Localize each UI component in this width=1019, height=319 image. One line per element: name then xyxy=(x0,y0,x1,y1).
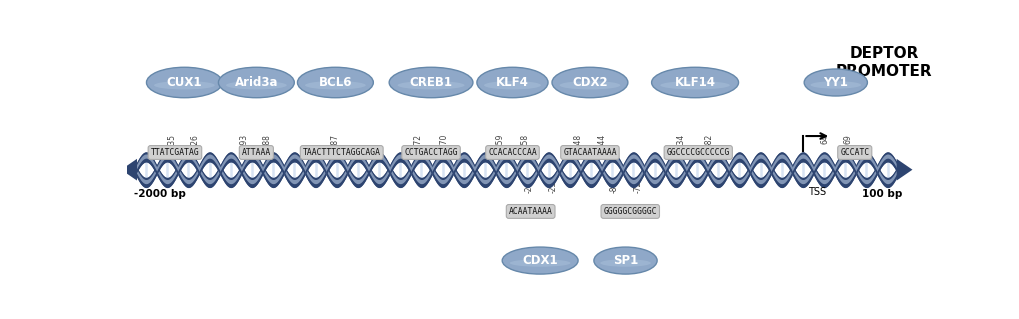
Text: -1693: -1693 xyxy=(239,134,249,156)
Text: KLF14: KLF14 xyxy=(674,76,715,89)
Polygon shape xyxy=(121,159,137,181)
Text: -770: -770 xyxy=(439,134,447,152)
Ellipse shape xyxy=(477,67,547,98)
Text: -242: -242 xyxy=(524,176,533,193)
Ellipse shape xyxy=(298,67,373,98)
Text: -244: -244 xyxy=(597,134,605,151)
Text: DEPTOR
PROMOTER: DEPTOR PROMOTER xyxy=(835,46,931,79)
Text: GCCATC: GCCATC xyxy=(840,148,868,157)
Text: CDX1: CDX1 xyxy=(522,254,557,267)
Text: -72: -72 xyxy=(633,181,642,193)
Text: ATTAAA: ATTAAA xyxy=(242,148,271,157)
Ellipse shape xyxy=(551,67,628,98)
Text: -82: -82 xyxy=(704,134,713,146)
Ellipse shape xyxy=(389,67,473,98)
Text: TSS: TSS xyxy=(807,187,825,197)
Ellipse shape xyxy=(510,259,570,267)
Text: CDX2: CDX2 xyxy=(572,76,607,89)
Text: -81: -81 xyxy=(609,181,619,193)
Ellipse shape xyxy=(484,81,540,89)
Text: TTATCGATAG: TTATCGATAG xyxy=(151,148,199,157)
Text: -1826: -1826 xyxy=(191,134,200,156)
Text: YY1: YY1 xyxy=(822,76,848,89)
Ellipse shape xyxy=(397,81,464,89)
Ellipse shape xyxy=(803,69,866,96)
Text: GGGGGCGGGGC: GGGGGCGGGGC xyxy=(603,207,656,216)
Text: 69: 69 xyxy=(843,134,852,144)
Ellipse shape xyxy=(593,247,656,274)
Ellipse shape xyxy=(218,67,294,98)
Text: KLF4: KLF4 xyxy=(495,76,529,89)
Text: -234: -234 xyxy=(548,176,556,193)
Ellipse shape xyxy=(147,67,222,98)
Text: -1835: -1835 xyxy=(168,134,177,156)
Ellipse shape xyxy=(501,247,578,274)
Text: CCACACCCAA: CCACACCCAA xyxy=(488,148,536,157)
Text: CREB1: CREB1 xyxy=(410,76,452,89)
Text: TAACTTTCTAGGCAGA: TAACTTTCTAGGCAGA xyxy=(303,148,380,157)
Ellipse shape xyxy=(559,81,620,89)
Text: 100 bp: 100 bp xyxy=(861,189,902,199)
Text: SP1: SP1 xyxy=(612,254,638,267)
Ellipse shape xyxy=(810,81,860,89)
Text: CUX1: CUX1 xyxy=(166,76,202,89)
Text: BCL6: BCL6 xyxy=(318,76,352,89)
Ellipse shape xyxy=(226,81,286,89)
Polygon shape xyxy=(896,159,912,181)
Ellipse shape xyxy=(154,81,215,89)
Text: -258: -258 xyxy=(520,134,529,151)
Text: -248: -248 xyxy=(573,134,582,151)
Text: Arid3a: Arid3a xyxy=(234,76,278,89)
Text: -1372: -1372 xyxy=(414,134,423,156)
Text: GGCCCCGCCCCCG: GGCCCCGCCCCCG xyxy=(665,148,730,157)
Text: CCTGACCTAGG: CCTGACCTAGG xyxy=(404,148,458,157)
Ellipse shape xyxy=(305,81,366,89)
Text: GTACAATAAAA: GTACAATAAAA xyxy=(562,148,616,157)
Text: -234: -234 xyxy=(676,134,685,151)
Text: -2000 bp: -2000 bp xyxy=(133,189,185,199)
Ellipse shape xyxy=(599,259,650,267)
Text: -1387: -1387 xyxy=(330,134,339,156)
Ellipse shape xyxy=(651,67,738,98)
Ellipse shape xyxy=(659,81,730,89)
Text: -1688: -1688 xyxy=(263,134,272,156)
Text: 64: 64 xyxy=(819,134,828,144)
Text: -759: -759 xyxy=(495,134,504,152)
Text: ACAATAAAA: ACAATAAAA xyxy=(508,207,552,216)
